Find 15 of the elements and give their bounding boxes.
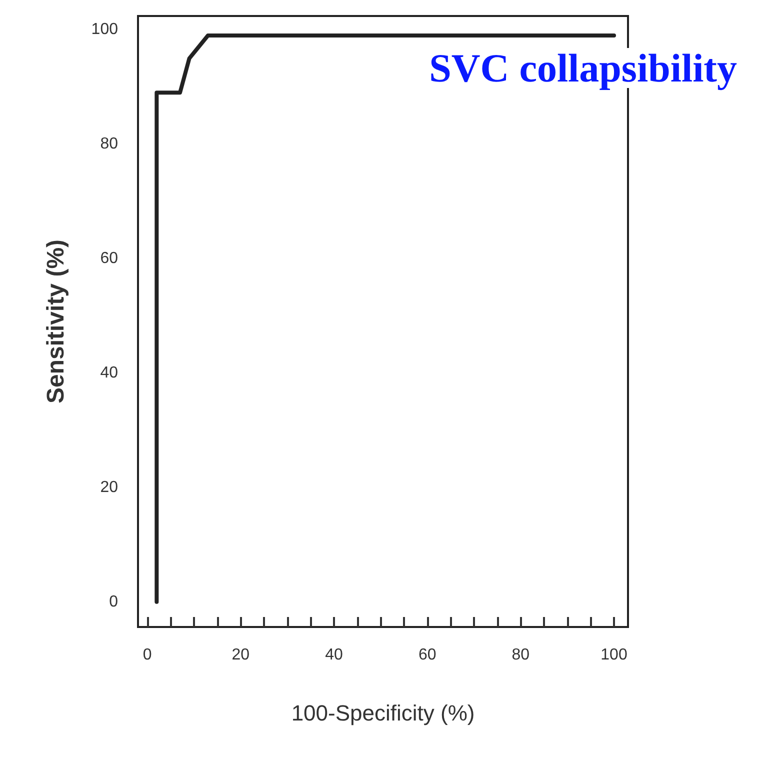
x-tick-label: 60 <box>418 646 436 664</box>
text: SVC collapsibility <box>429 46 738 90</box>
y-tick-label: 20 <box>100 478 118 496</box>
x-tick-label: 20 <box>232 646 250 664</box>
y-tick-label: 80 <box>100 136 118 153</box>
x-tick-label: 0 <box>142 646 152 664</box>
y-tick-label: 100 <box>91 21 118 38</box>
y-tick-label: 0 <box>109 593 118 610</box>
x-tick-label: 80 <box>512 646 530 664</box>
y-tick-label: 60 <box>100 250 118 268</box>
x-axis-title: 100-Specificity (%) <box>291 700 475 726</box>
y-axis-title: Sensitivity (%) <box>42 239 70 404</box>
y-tick-label: 40 <box>100 364 118 382</box>
x-tick-label: 40 <box>325 646 343 664</box>
x-tick-label: 100 <box>600 646 628 664</box>
